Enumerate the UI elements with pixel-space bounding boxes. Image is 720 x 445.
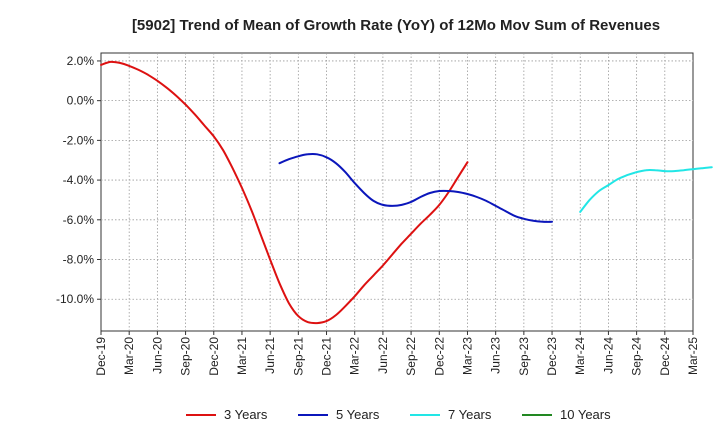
x-tick-label: Mar-25	[686, 337, 700, 375]
x-tick-label: Mar-21	[235, 337, 249, 375]
legend-label-7-years: 7 Years	[448, 407, 492, 422]
y-tick-label: -8.0%	[63, 253, 95, 267]
y-tick-label: 2.0%	[67, 54, 95, 68]
y-tick-label: -10.0%	[56, 292, 94, 306]
x-tick-label: Sep-22	[404, 337, 418, 376]
x-tick-label: Dec-21	[320, 337, 334, 376]
y-tick-label: -4.0%	[63, 173, 95, 187]
y-tick-label: 0.0%	[67, 94, 95, 108]
series-layer	[100, 60, 713, 325]
series-line-5-years	[278, 152, 553, 223]
x-tick-label: Mar-22	[348, 337, 362, 375]
x-tick-label: Jun-23	[489, 337, 503, 374]
axis-layer: 2.0% 0.0% -2.0% -4.0% -6.0% -8.0% -10.0% Dec-19…	[56, 54, 700, 376]
x-tick-label: Jun-20	[150, 337, 164, 374]
x-tick-label: Jun-21	[263, 337, 277, 374]
x-tick-label: Jun-22	[376, 337, 390, 374]
x-tick-label: Sep-21	[291, 337, 305, 376]
legend: 3 Years 5 Years 7 Years 10 Years	[186, 407, 611, 422]
x-tick-label: Mar-24	[573, 337, 587, 375]
legend-label-10-years: 10 Years	[560, 407, 611, 422]
x-tick-label: Sep-24	[630, 337, 644, 376]
series-line-7-years	[579, 166, 713, 213]
chart-title: [5902] Trend of Mean of Growth Rate (YoY…	[132, 17, 660, 34]
legend-label-3-years: 3 Years	[224, 407, 268, 422]
x-tick-label: Mar-23	[460, 337, 474, 375]
x-tick-label: Dec-19	[94, 337, 108, 376]
x-tick-label: Mar-20	[122, 337, 136, 375]
legend-label-5-years: 5 Years	[336, 407, 380, 422]
x-tick-label: Dec-24	[658, 337, 672, 376]
x-tick-label: Dec-22	[432, 337, 446, 376]
x-tick-label: Sep-20	[179, 337, 193, 376]
x-tick-label: Sep-23	[517, 337, 531, 376]
plot-area	[100, 52, 694, 332]
x-tick-label: Dec-23	[545, 337, 559, 376]
y-tick-label: -6.0%	[63, 213, 95, 227]
x-tick-label: Jun-24	[601, 337, 615, 374]
grid-layer	[100, 52, 694, 332]
y-tick-label: -2.0%	[63, 133, 95, 147]
series-line-3-years	[100, 60, 469, 325]
x-tick-label: Dec-20	[207, 337, 221, 376]
